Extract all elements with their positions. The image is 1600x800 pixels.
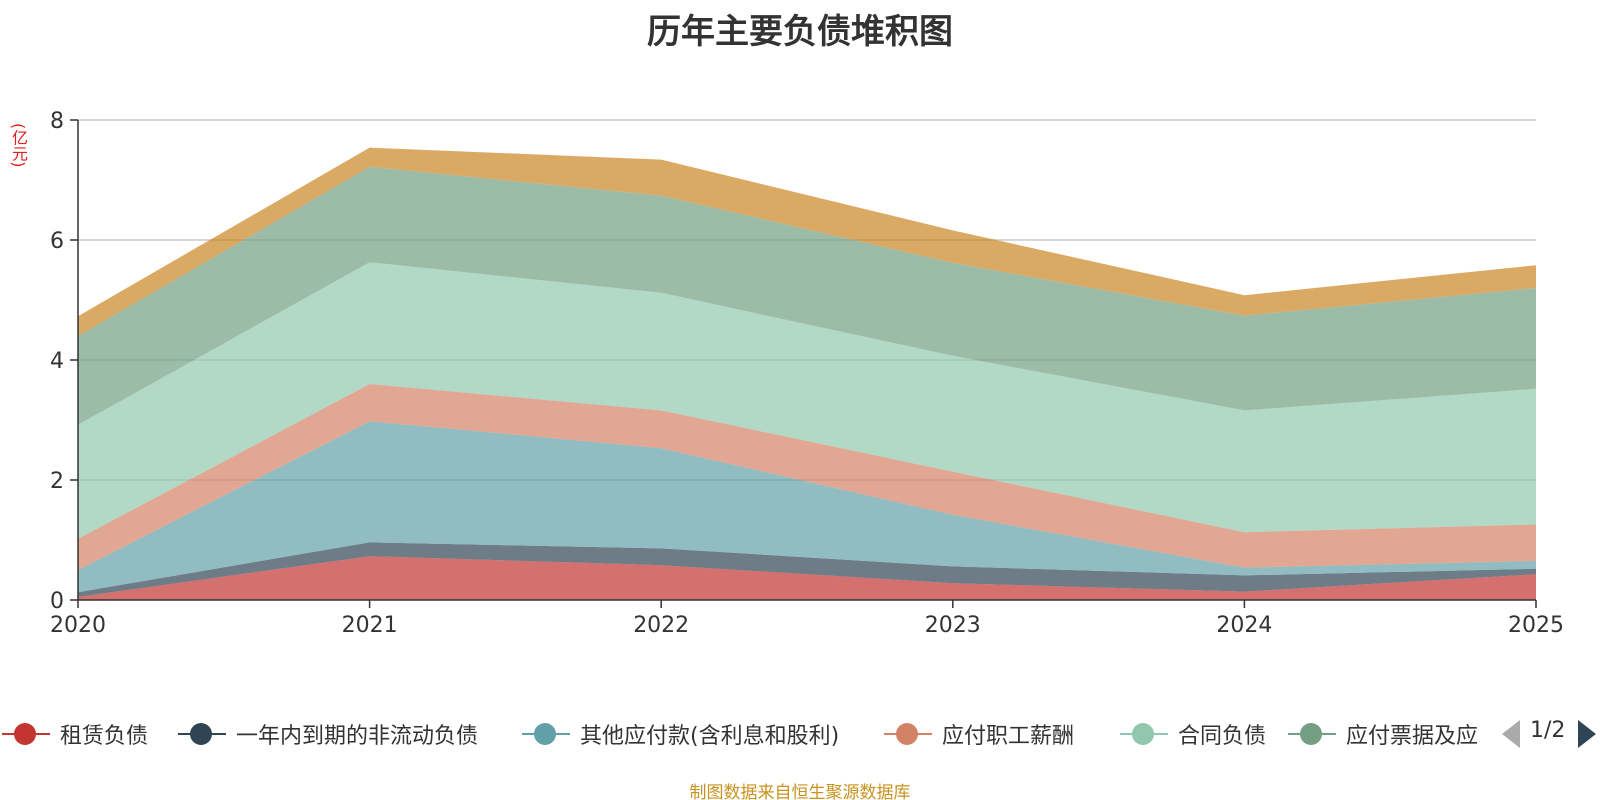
legend-marker-icon	[520, 716, 572, 752]
area-series-0[interactable]	[78, 556, 1536, 600]
legend-item-contract-liabilities[interactable]: 合同负债	[1118, 716, 1276, 752]
area-series-1[interactable]	[78, 542, 1536, 597]
axes: 0 2 4 6 8 2020 2021 2022 2023 2024 2025	[50, 109, 1564, 638]
legend-label: 其他应付款(含利息和股利)	[580, 724, 840, 749]
chart-title: 历年主要负债堆积图	[647, 12, 953, 52]
y-tick-label: 2	[50, 469, 64, 494]
legend-label: 租赁负债	[60, 724, 149, 749]
area-series-2[interactable]	[78, 421, 1536, 593]
y-tick-label: 4	[50, 349, 64, 374]
y-axis-unit-label: (亿元)	[9, 122, 28, 168]
legend-page-indicator: 1/2	[1530, 718, 1566, 743]
legend-label: 应付票据及应	[1346, 724, 1479, 749]
legend-label: 一年内到期的非流动负债	[236, 724, 479, 749]
legend-label: 应付职工薪酬	[942, 724, 1075, 749]
y-tick-label: 6	[50, 229, 64, 254]
x-tick-label: 2024	[1216, 613, 1272, 638]
legend-item-notes-accounts-payable[interactable]: 应付票据及应	[1286, 716, 1484, 752]
y-tick-label: 8	[50, 109, 64, 134]
x-tick-label: 2021	[342, 613, 398, 638]
area-series-4[interactable]	[78, 262, 1536, 539]
legend-label: 合同负债	[1178, 724, 1267, 749]
legend-marker-icon	[882, 716, 934, 752]
y-tick-label: 0	[50, 589, 64, 614]
legend-marker-icon	[0, 716, 52, 752]
legend-marker-icon	[1286, 716, 1338, 752]
legend-next-page-icon[interactable]	[1578, 720, 1596, 748]
x-tick-label: 2020	[50, 613, 106, 638]
area-series-6[interactable]	[78, 147, 1536, 336]
x-tick-label: 2022	[633, 613, 689, 638]
legend-pager: 1/2	[1500, 716, 1596, 752]
legend-item-lease-liabilities[interactable]: 租赁负债	[0, 716, 170, 752]
legend-item-current-portion-noncurrent[interactable]: 一年内到期的非流动负债	[176, 716, 506, 752]
legend-marker-icon	[176, 716, 228, 752]
legend-marker-icon	[1118, 716, 1170, 752]
x-tick-label: 2025	[1508, 613, 1564, 638]
legend-item-payroll-payable[interactable]: 应付职工薪酬	[882, 716, 1096, 752]
legend-item-other-payables[interactable]: 其他应付款(含利息和股利)	[520, 716, 882, 752]
legend: 租赁负债 一年内到期的非流动负债 其他应付款(含利息和股利) 应付职工薪酬 合同…	[0, 716, 1600, 752]
x-tick-label: 2023	[925, 613, 981, 638]
area-series-5[interactable]	[78, 166, 1536, 425]
legend-prev-page-icon[interactable]	[1502, 720, 1520, 748]
area-series-3[interactable]	[78, 384, 1536, 570]
stacked-areas	[78, 147, 1536, 600]
data-source-note: 制图数据来自恒生聚源数据库	[689, 783, 911, 800]
